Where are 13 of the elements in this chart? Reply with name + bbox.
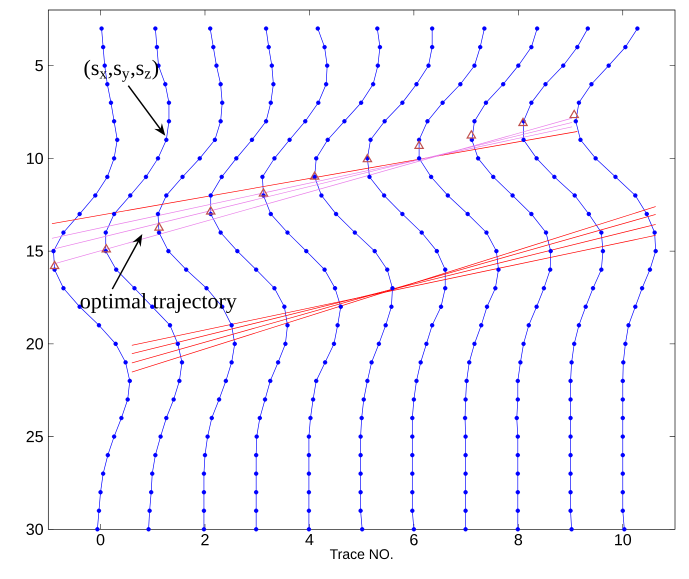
y-tick-label: 15 <box>27 246 43 257</box>
y-tick-label: 30 <box>26 524 43 535</box>
x-tick-label: 2 <box>201 534 209 546</box>
y-tick-label: 10 <box>27 152 43 164</box>
x-tick-label: 10 <box>615 534 632 546</box>
x-tick-label: 4 <box>305 534 314 546</box>
x-axis-title: Trace NO. <box>330 549 392 560</box>
x-tick-label: 6 <box>410 534 418 546</box>
y-tick-label: 20 <box>26 338 43 350</box>
x-tick-label: 0 <box>96 534 104 546</box>
x-tick-label: 8 <box>514 534 522 546</box>
y-tick-label: 25 <box>26 430 43 442</box>
y-tick-label: 5 <box>35 60 43 72</box>
